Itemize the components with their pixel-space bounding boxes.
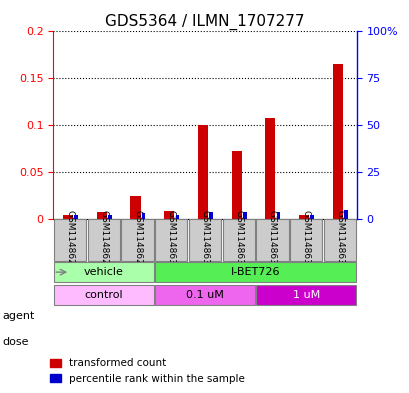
Text: 1 uM: 1 uM	[292, 290, 319, 300]
FancyBboxPatch shape	[155, 219, 187, 261]
FancyBboxPatch shape	[54, 219, 86, 261]
Text: GSM1148632: GSM1148632	[234, 209, 243, 270]
Bar	[130, 196, 140, 219]
FancyBboxPatch shape	[121, 219, 153, 261]
Bar	[231, 151, 241, 219]
Bar	[164, 211, 174, 219]
Bar	[209, 211, 212, 219]
FancyBboxPatch shape	[289, 219, 321, 261]
Text: GSM1148628: GSM1148628	[99, 209, 108, 270]
Text: GSM1148635: GSM1148635	[335, 209, 344, 270]
FancyBboxPatch shape	[88, 219, 120, 261]
Bar	[198, 125, 207, 219]
Text: GSM1148633: GSM1148633	[267, 209, 276, 270]
Text: GSM1148627: GSM1148627	[65, 209, 74, 270]
FancyBboxPatch shape	[54, 285, 153, 305]
FancyBboxPatch shape	[323, 219, 355, 261]
FancyBboxPatch shape	[256, 285, 355, 305]
Legend: transformed count, percentile rank within the sample: transformed count, percentile rank withi…	[46, 354, 249, 388]
Bar	[175, 215, 179, 219]
Bar	[63, 215, 73, 219]
Bar	[332, 64, 342, 219]
Bar	[142, 213, 145, 219]
Text: GSM1148630: GSM1148630	[166, 209, 175, 270]
Bar	[310, 215, 313, 219]
Text: I-BET726: I-BET726	[230, 267, 280, 277]
Text: GSM1148629: GSM1148629	[133, 209, 142, 270]
Bar	[343, 209, 347, 219]
Text: agent: agent	[2, 311, 34, 321]
Bar	[298, 215, 308, 219]
Text: control: control	[84, 290, 123, 300]
Text: GSM1148634: GSM1148634	[301, 209, 310, 270]
Bar	[243, 211, 246, 219]
FancyBboxPatch shape	[256, 219, 288, 261]
FancyBboxPatch shape	[189, 219, 220, 261]
FancyBboxPatch shape	[155, 262, 355, 283]
Bar	[276, 211, 280, 219]
Bar	[108, 215, 111, 219]
Text: vehicle: vehicle	[84, 267, 124, 277]
Text: dose: dose	[2, 337, 29, 347]
FancyBboxPatch shape	[222, 219, 254, 261]
Title: GDS5364 / ILMN_1707277: GDS5364 / ILMN_1707277	[105, 14, 304, 30]
FancyBboxPatch shape	[54, 262, 153, 283]
Text: GSM1148631: GSM1148631	[200, 209, 209, 270]
Text: 0.1 uM: 0.1 uM	[186, 290, 223, 300]
Bar	[265, 118, 275, 219]
Bar	[74, 215, 78, 219]
FancyBboxPatch shape	[155, 285, 254, 305]
Bar	[97, 211, 107, 219]
